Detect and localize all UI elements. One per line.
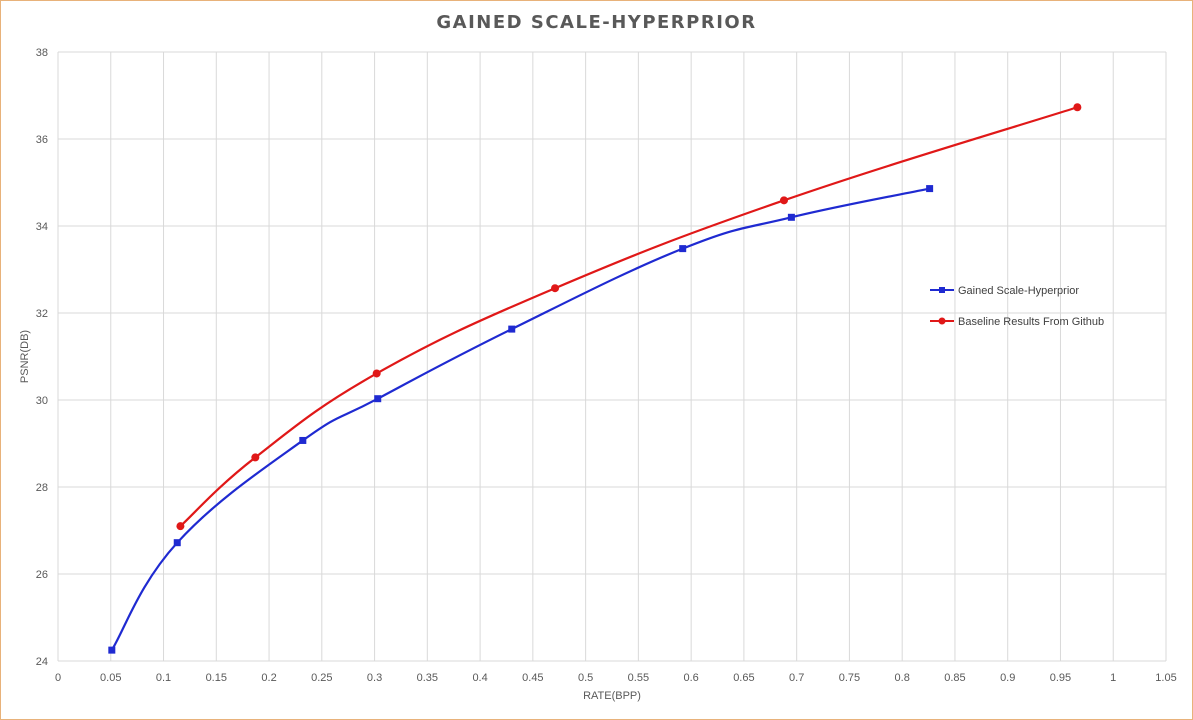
data-point — [251, 453, 260, 462]
series-1 — [108, 185, 934, 654]
x-tick-label: 0.15 — [206, 672, 227, 684]
x-tick-label: 0.35 — [417, 672, 438, 684]
series-layer — [108, 103, 1082, 654]
legend-label: Gained Scale-Hyperprior — [958, 285, 1079, 297]
x-tick-label: 0.4 — [472, 672, 487, 684]
y-tick-label: 38 — [36, 47, 48, 59]
legend-item: Gained Scale-Hyperprior — [930, 285, 1079, 297]
x-tick-label: 0.55 — [628, 672, 649, 684]
x-tick-label: 0.8 — [895, 672, 910, 684]
x-tick-label: 0.9 — [1000, 672, 1015, 684]
y-tick-label: 34 — [36, 221, 48, 233]
data-point — [551, 284, 560, 293]
x-tick-label: 0.85 — [944, 672, 965, 684]
data-point — [780, 196, 789, 205]
legend: Gained Scale-Hyperprior Baseline Results … — [930, 285, 1104, 328]
data-point — [1073, 103, 1082, 112]
x-tick-labels: 0 0.05 0.1 0.15 0.2 0.25 0.3 0.35 0.4 0.45 0.5 0.55… — [55, 672, 1177, 684]
chart-title: GAINED SCALE-HYPERPRIOR — [436, 12, 757, 33]
legend-marker — [938, 317, 946, 325]
data-point — [926, 185, 934, 193]
data-point — [679, 245, 687, 253]
x-tick-label: 0.3 — [367, 672, 382, 684]
y-tick-label: 28 — [36, 482, 48, 494]
data-point — [787, 213, 795, 221]
series-line — [179, 106, 1078, 527]
data-point — [173, 539, 181, 547]
x-tick-label: 0.65 — [733, 672, 754, 684]
y-axis-title: PSNR(DB) — [19, 330, 31, 383]
y-tick-label: 32 — [36, 308, 48, 320]
y-tick-label: 26 — [36, 569, 48, 581]
series-2 — [176, 103, 1082, 531]
x-tick-label: 0.75 — [839, 672, 860, 684]
x-tick-label: 1.05 — [1155, 672, 1176, 684]
data-point — [299, 436, 307, 444]
x-tick-label: 0.7 — [789, 672, 804, 684]
data-point — [372, 369, 381, 378]
x-tick-label: 0.1 — [156, 672, 171, 684]
x-axis-title: RATE(BPP) — [583, 690, 641, 702]
y-tick-label: 24 — [36, 656, 48, 668]
data-point — [374, 395, 382, 403]
x-tick-label: 0.5 — [578, 672, 593, 684]
legend-label: Baseline Results From Github — [958, 316, 1104, 328]
y-tick-label: 36 — [36, 134, 48, 146]
x-tick-label: 0.95 — [1050, 672, 1071, 684]
data-point — [508, 325, 516, 333]
series-line — [110, 187, 930, 651]
x-tick-label: 0 — [55, 672, 61, 684]
x-tick-label: 0.25 — [311, 672, 332, 684]
data-point — [108, 646, 116, 654]
legend-item: Baseline Results From Github — [930, 316, 1104, 328]
x-tick-label: 1 — [1110, 672, 1116, 684]
y-tick-label: 30 — [36, 395, 48, 407]
y-tick-labels: 24 26 28 30 32 34 36 38 — [36, 47, 48, 668]
data-point — [176, 522, 185, 531]
x-tick-label: 0.05 — [100, 672, 121, 684]
grid-lines — [57, 51, 1167, 662]
legend-marker — [939, 287, 945, 293]
x-tick-label: 0.45 — [522, 672, 543, 684]
x-tick-label: 0.6 — [683, 672, 698, 684]
x-tick-label: 0.2 — [261, 672, 276, 684]
